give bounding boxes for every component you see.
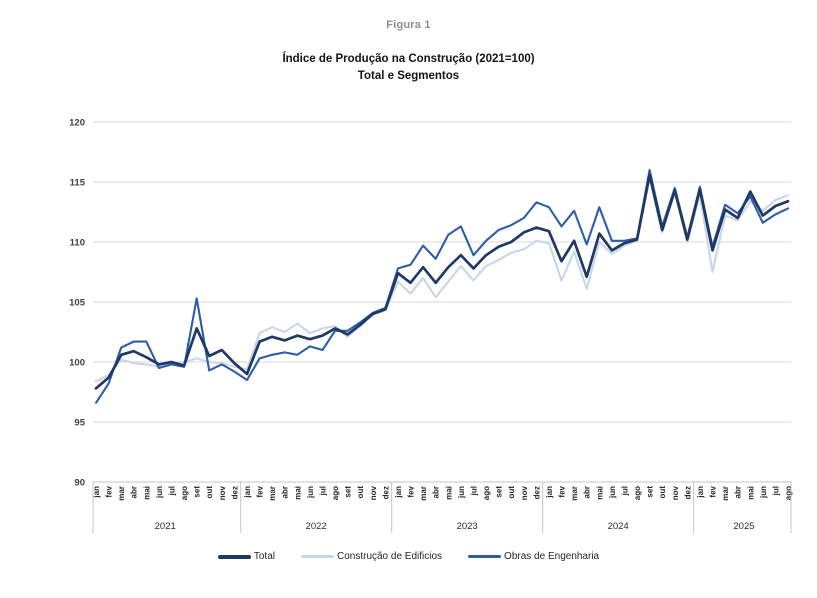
year-label: 2021 [155, 521, 176, 532]
month-tick-label: out [205, 486, 214, 499]
month-tick-label: jun [608, 486, 617, 499]
chart-title: Índice de Produção na Construção (2021=1… [0, 51, 817, 84]
month-tick-label: ago [633, 486, 642, 500]
month-tick-label: jul [318, 486, 327, 496]
figure-caption: Figura 1 [386, 19, 431, 31]
month-tick-label: set [646, 486, 655, 498]
month-tick-label: out [507, 486, 516, 499]
month-tick-label: abr [432, 486, 441, 498]
month-tick-label: jan [696, 486, 705, 499]
month-tick-label: jan [545, 486, 554, 499]
year-label: 2024 [608, 521, 629, 532]
month-tick-label: dez [230, 486, 239, 499]
legend-swatch-construcao-de-edificios [300, 555, 334, 558]
month-tick-label: fev [105, 485, 114, 497]
month-tick-label: mai [595, 486, 604, 500]
month-tick-label: mar [268, 486, 277, 501]
month-tick-label: jul [469, 486, 478, 496]
month-tick-label: mar [117, 486, 126, 501]
month-tick-label: jun [155, 486, 164, 499]
month-tick-label: ago [331, 486, 340, 500]
month-tick-label: ago [180, 486, 189, 500]
y-tick-label: 110 [70, 238, 85, 249]
chart-title-line1: Índice de Produção na Construção (2021=1… [282, 53, 535, 65]
month-tick-label: dez [381, 486, 390, 499]
month-tick-label: ago [784, 486, 793, 500]
series-line-obras-de-engenharia [94, 168, 790, 404]
month-tick-label: nov [369, 485, 378, 500]
month-tick-label: jan [243, 486, 252, 499]
month-tick-label: jun [457, 486, 466, 499]
series-line-total [94, 173, 790, 390]
month-tick-label: mai [142, 486, 151, 500]
y-tick-label: 105 [69, 298, 86, 309]
year-label: 2025 [733, 521, 754, 532]
x-axis-year-labels: 2021 2022 2023 2024 2025 [155, 521, 755, 532]
month-tick-label: jul [771, 486, 780, 496]
month-tick-label: fev [709, 485, 718, 497]
month-tick-label: fev [558, 485, 567, 497]
y-tick-label: 120 [69, 118, 85, 129]
month-tick-label: mar [419, 486, 428, 501]
month-tick-label: abr [281, 486, 290, 498]
month-tick-label: out [658, 486, 667, 499]
month-tick-label: jul [167, 486, 176, 496]
month-tick-label: dez [683, 486, 692, 499]
gridlines [93, 121, 791, 483]
month-tick-label: dez [532, 486, 541, 499]
month-tick-label: fev [256, 485, 265, 497]
legend-swatch-obras-de-engenharia [468, 555, 502, 558]
month-tick-label: mai [444, 486, 453, 500]
month-tick-label: abr [734, 486, 743, 498]
month-tick-label: nov [218, 485, 227, 500]
month-tick-label: set [495, 486, 504, 498]
month-tick-label: nov [520, 485, 529, 500]
y-tick-label: 90 [74, 478, 85, 489]
year-label: 2023 [457, 521, 478, 532]
y-axis-labels: 90 95 100 105 110 115 120 [69, 118, 86, 489]
month-tick-label: jun [306, 486, 315, 499]
month-tick-label: set [344, 486, 353, 498]
chart-legend: Total Construção de Edificios Obras de Eng… [0, 551, 817, 562]
month-tick-label: mar [570, 486, 579, 501]
legend-item-obras-de-engenharia: Obras de Engenharia [468, 551, 599, 562]
month-tick-label: abr [130, 486, 139, 498]
month-tick-label: nov [671, 485, 680, 500]
legend-label-obras-de-engenharia: Obras de Engenharia [504, 551, 600, 562]
legend-swatch-total [217, 554, 251, 559]
month-tick-label: jan [394, 486, 403, 499]
month-tick-label: jun [759, 486, 768, 499]
month-tick-label: ago [482, 486, 491, 500]
month-tick-label: mai [293, 486, 302, 500]
legend-label-total: Total [253, 551, 275, 562]
y-tick-label: 115 [70, 178, 86, 189]
month-tick-label: mai [746, 486, 755, 500]
month-tick-label: out [356, 486, 365, 499]
year-label: 2022 [306, 521, 327, 532]
legend-item-total: Total [217, 551, 275, 562]
month-tick-label: set [193, 486, 202, 498]
month-tick-label: fev [407, 485, 416, 497]
month-tick-label: jul [620, 486, 629, 496]
year-separators [92, 482, 792, 533]
legend-item-construcao-de-edificios: Construção de Edificios [300, 551, 443, 562]
chart-title-line2: Total e Segmentos [357, 69, 460, 82]
legend-label-construcao-de-edificios: Construção de Edificios [336, 551, 443, 562]
series-line-constru-o-de-edificios [94, 177, 790, 383]
month-tick-label: jan [92, 486, 101, 499]
x-axis-month-labels: jan fev mar abr mai jun jul ago set out nov dez jan f… [92, 485, 793, 500]
y-tick-label: 100 [69, 358, 85, 369]
month-tick-label: abr [583, 486, 592, 498]
y-tick-label: 95 [74, 418, 85, 429]
month-tick-label: mar [721, 486, 730, 501]
